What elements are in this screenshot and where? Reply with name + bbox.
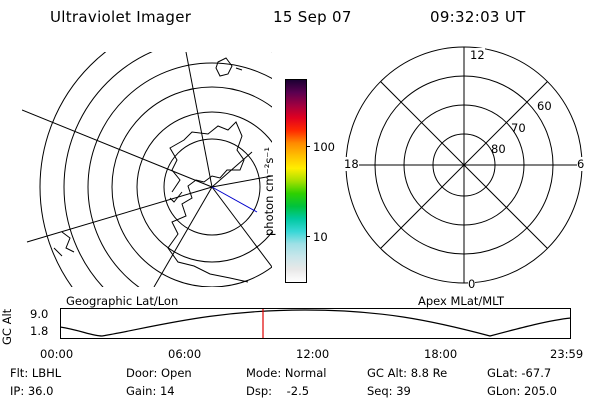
time-label: 09:32:03 UT (430, 8, 526, 26)
sequence-info: Seq: 39 (367, 384, 411, 398)
time-tick-12: 12:00 (296, 347, 330, 361)
mode-info: Mode: Normal (246, 366, 327, 380)
left-map-projection-label: Geographic Lat/Lon (66, 294, 179, 308)
latitude-circle (87, 62, 272, 287)
island-coastline (235, 67, 243, 71)
geographic-map (22, 52, 272, 287)
latitude-circle (63, 52, 272, 287)
filter-info: Flt: LBHL (10, 366, 62, 380)
altitude-timeline-plot (60, 308, 572, 339)
time-tick-end: 23:59 (550, 347, 584, 361)
mlt-line-diagonal (380, 81, 548, 249)
mlat-label-80: 80 (491, 142, 506, 156)
island-coastline (215, 57, 233, 77)
meridian-line (185, 52, 213, 188)
latitude-circle (136, 111, 272, 263)
meridian-line (22, 109, 213, 188)
colorbar-tick-10: 10 (313, 230, 328, 244)
instrument-title: Ultraviolet Imager (50, 8, 192, 26)
new-zealand-coastline (53, 247, 63, 257)
mlt-label-6: 6 (577, 157, 585, 171)
time-tick-0: 00:00 (40, 347, 74, 361)
latitude-circle (39, 52, 107, 287)
date-label: 15 Sep 07 (273, 8, 352, 26)
meridian-line (211, 186, 272, 268)
colorbar-unit-label: photon cm⁻²s⁻¹ (262, 147, 276, 236)
coastline-detail (169, 191, 183, 203)
meridian-line (26, 186, 213, 243)
mlat-label-60: 60 (537, 99, 552, 113)
mlt-label-18: 18 (344, 157, 359, 171)
time-tick-6: 06:00 (168, 347, 202, 361)
colorbar-tick (306, 146, 310, 147)
latitude-circle (111, 86, 272, 287)
mlt-label-0: 0 (468, 277, 476, 291)
gain-info: Gain: 14 (126, 384, 175, 398)
new-zealand-coastline (61, 231, 75, 253)
colorbar-tick-100: 100 (313, 140, 335, 154)
colorbar (285, 79, 307, 283)
altitude-tick-low: 1.8 (30, 324, 49, 338)
door-info: Door: Open (126, 366, 192, 380)
mlat-mlt-polar-plot (345, 46, 583, 284)
meridian-line (211, 175, 272, 188)
subsolar-line (211, 186, 258, 213)
mlt-label-12: 12 (470, 48, 485, 62)
altitude-plot-frame (60, 308, 571, 339)
latitude-circle (163, 138, 261, 236)
mlat-label-70: 70 (511, 121, 526, 135)
glat-info: GLat: -67.7 (487, 366, 552, 380)
colorbar-tick (306, 236, 310, 237)
altitude-tick-high: 9.0 (30, 307, 49, 321)
gc-alt-info: GC Alt: 8.8 Re (367, 366, 448, 380)
glon-info: GLon: 205.0 (487, 384, 557, 398)
meridian-line (153, 186, 213, 287)
right-map-projection-label: Apex MLat/MLT (418, 294, 505, 308)
dsp-info: Dsp: -2.5 (246, 384, 310, 398)
time-tick-18: 18:00 (424, 347, 458, 361)
altitude-curve (60, 309, 572, 337)
ip-info: IP: 36.0 (10, 384, 54, 398)
antarctica-coastline (167, 121, 249, 283)
altitude-axis-label: GC Alt (0, 308, 14, 345)
